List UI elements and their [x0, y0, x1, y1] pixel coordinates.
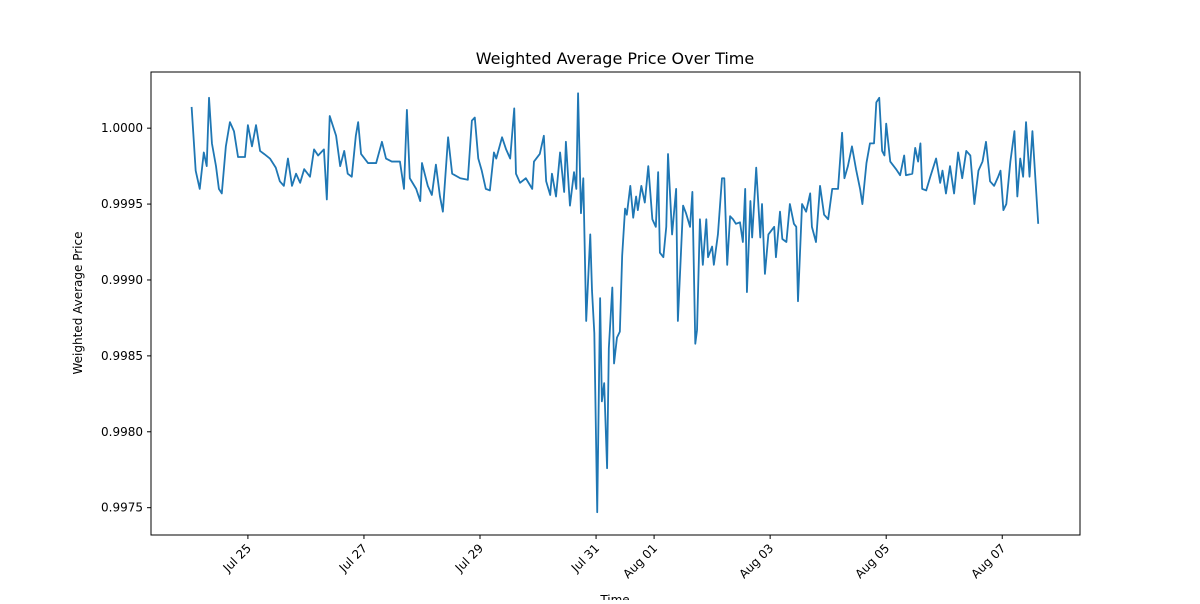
x-tick-label: Jul 29 [452, 541, 486, 575]
y-tick-label: 0.9975 [101, 501, 143, 515]
plot-frame [150, 71, 1081, 536]
x-tick-label: Aug 01 [620, 541, 660, 581]
x-tick-label: Aug 03 [736, 541, 776, 581]
x-tick-label: Jul 25 [220, 541, 254, 575]
y-axis-label: Weighted Average Price [71, 232, 85, 375]
x-tick-label: Jul 31 [568, 541, 602, 575]
y-tick-label: 1.0000 [101, 121, 143, 135]
y-tick-label: 0.9990 [101, 273, 143, 287]
x-tick-label: Aug 05 [852, 541, 892, 581]
y-tick-label: 0.9995 [101, 197, 143, 211]
y-tick-label: 0.9980 [101, 425, 143, 439]
y-tick-label: 0.9985 [101, 349, 143, 363]
x-tick-label: Aug 07 [968, 541, 1008, 581]
price-line [190, 92, 1040, 514]
x-axis-label: Time [599, 593, 629, 600]
chart-title: Weighted Average Price Over Time [476, 49, 754, 68]
x-tick-label: Jul 27 [336, 541, 370, 575]
